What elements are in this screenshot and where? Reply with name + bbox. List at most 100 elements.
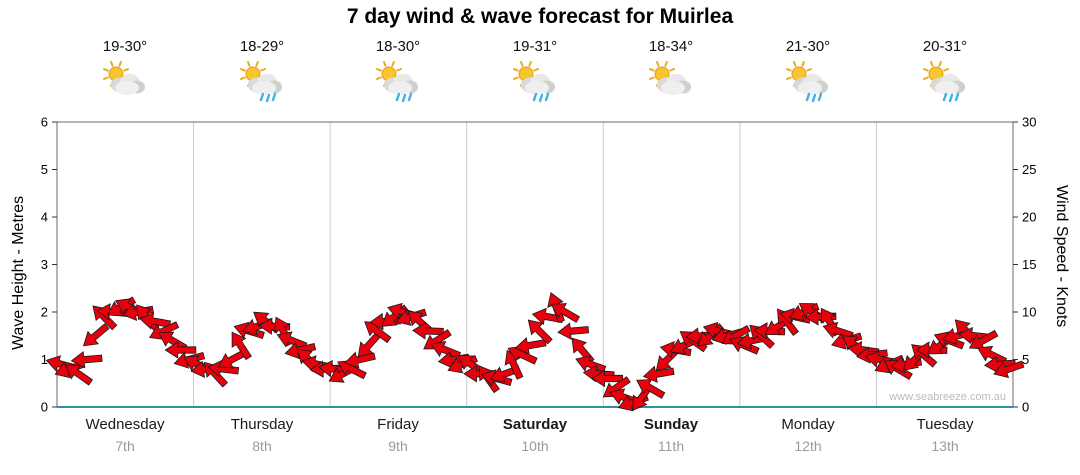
day-column-bottom: Wednesday 7th xyxy=(57,416,193,454)
right-tick-label: 15 xyxy=(1022,257,1036,272)
day-name: Sunday xyxy=(643,416,699,433)
wind-arrow xyxy=(636,379,666,399)
sun-cloud-icon xyxy=(103,61,145,95)
sun-ray xyxy=(938,61,942,67)
left-tick-label: 3 xyxy=(41,257,48,272)
wind-arrow xyxy=(412,322,444,340)
rain-drops xyxy=(395,92,413,103)
wind-arrow xyxy=(231,331,252,361)
sun-ray xyxy=(664,61,668,67)
wind-arrow xyxy=(550,303,581,323)
day-column-bottom: Monday 12th xyxy=(740,416,876,454)
cloud-icon xyxy=(931,74,965,95)
wind-arrow xyxy=(527,319,553,345)
cloud-icon xyxy=(657,74,691,95)
sun-ray xyxy=(801,61,805,67)
sun-ray xyxy=(786,76,792,80)
temperature-range: 18-29° xyxy=(239,38,285,55)
day-column-top: 20-31° xyxy=(877,38,1013,105)
day-name: Thursday xyxy=(230,416,294,433)
sun-ray xyxy=(669,68,675,72)
day-name: Wednesday xyxy=(85,416,165,433)
day-column-bottom: Sunday 11th xyxy=(603,416,739,454)
sun-ray xyxy=(110,61,114,67)
sun-ray xyxy=(247,61,251,67)
wind-arrow xyxy=(983,355,1016,374)
sun-ray xyxy=(376,68,382,72)
day-date: 9th xyxy=(388,438,408,454)
day-date: 10th xyxy=(521,438,549,454)
wind-arrow xyxy=(70,351,103,369)
sun-ray xyxy=(383,61,387,67)
wind-arrow xyxy=(158,331,188,352)
sun-cloud-rain-icon xyxy=(240,61,282,103)
wind-arrow xyxy=(64,364,93,386)
cloud-icon xyxy=(248,74,282,95)
left-tick-label: 0 xyxy=(41,400,48,415)
sun-ray xyxy=(103,76,109,80)
right-tick-label: 10 xyxy=(1022,305,1036,320)
right-tick-label: 30 xyxy=(1022,115,1036,130)
left-tick-label: 4 xyxy=(41,210,48,225)
wind-arrow xyxy=(337,360,367,380)
weather-icon-slot xyxy=(57,61,193,105)
sun-ray xyxy=(786,68,792,72)
rain-drops xyxy=(532,92,550,103)
rain-drops xyxy=(942,92,960,103)
rain-drops xyxy=(805,92,823,103)
watermark: www.seabreeze.com.au xyxy=(889,391,1006,403)
weather-icon-slot xyxy=(603,61,739,105)
sun-ray xyxy=(533,68,539,72)
temperature-range: 21-30° xyxy=(785,38,831,55)
temperature-range: 18-34° xyxy=(648,38,694,55)
wind-arrow xyxy=(557,322,590,340)
wind-arrow xyxy=(968,329,999,350)
sun-cloud-rain-icon xyxy=(923,61,965,103)
day-name: Friday xyxy=(377,416,419,433)
day-column-bottom: Tuesday 13th xyxy=(877,416,1013,454)
temperature-range: 18-30° xyxy=(375,38,421,55)
wind-arrow xyxy=(507,345,538,365)
day-column-top: 19-31° xyxy=(467,38,603,105)
wind-arrow xyxy=(276,331,308,350)
left-tick-label: 5 xyxy=(41,162,48,177)
wind-arrow xyxy=(164,341,197,359)
sun-ray xyxy=(240,76,246,80)
right-tick-label: 20 xyxy=(1022,210,1036,225)
sun-ray xyxy=(255,61,259,67)
wind-arrow xyxy=(642,365,675,383)
day-name: Saturday xyxy=(502,416,568,433)
sun-ray xyxy=(923,76,929,80)
sun-cloud-rain-icon xyxy=(376,61,418,103)
wind-arrow xyxy=(591,369,623,388)
weather-icon-slot xyxy=(740,61,876,105)
sun-ray xyxy=(513,76,519,80)
sun-ray xyxy=(806,68,812,72)
day-column-top: 18-30° xyxy=(330,38,466,105)
wind-arrow xyxy=(430,340,462,360)
day-column-top: 18-29° xyxy=(194,38,330,105)
day-column-top: 19-30° xyxy=(57,38,193,105)
sun-ray xyxy=(656,61,660,67)
day-date: 13th xyxy=(931,438,959,454)
cloud-icon xyxy=(384,74,418,95)
wind-arrow xyxy=(514,337,547,355)
sun-ray xyxy=(649,68,655,72)
day-column-top: 21-30° xyxy=(740,38,876,105)
wind-arrow xyxy=(977,345,1008,365)
cloud-icon xyxy=(111,74,145,95)
rain-drops xyxy=(259,92,277,103)
left-tick-label: 2 xyxy=(41,305,48,320)
sun-ray xyxy=(103,68,109,72)
temperature-range: 19-30° xyxy=(102,38,148,55)
sun-cloud-rain-icon xyxy=(786,61,828,103)
sun-ray xyxy=(923,68,929,72)
right-tick-label: 5 xyxy=(1022,352,1029,367)
day-date: 12th xyxy=(794,438,822,454)
weather-icon-slot xyxy=(877,61,1013,105)
wind-arrow xyxy=(575,355,607,373)
day-date: 7th xyxy=(115,438,135,454)
sun-ray xyxy=(520,61,524,67)
